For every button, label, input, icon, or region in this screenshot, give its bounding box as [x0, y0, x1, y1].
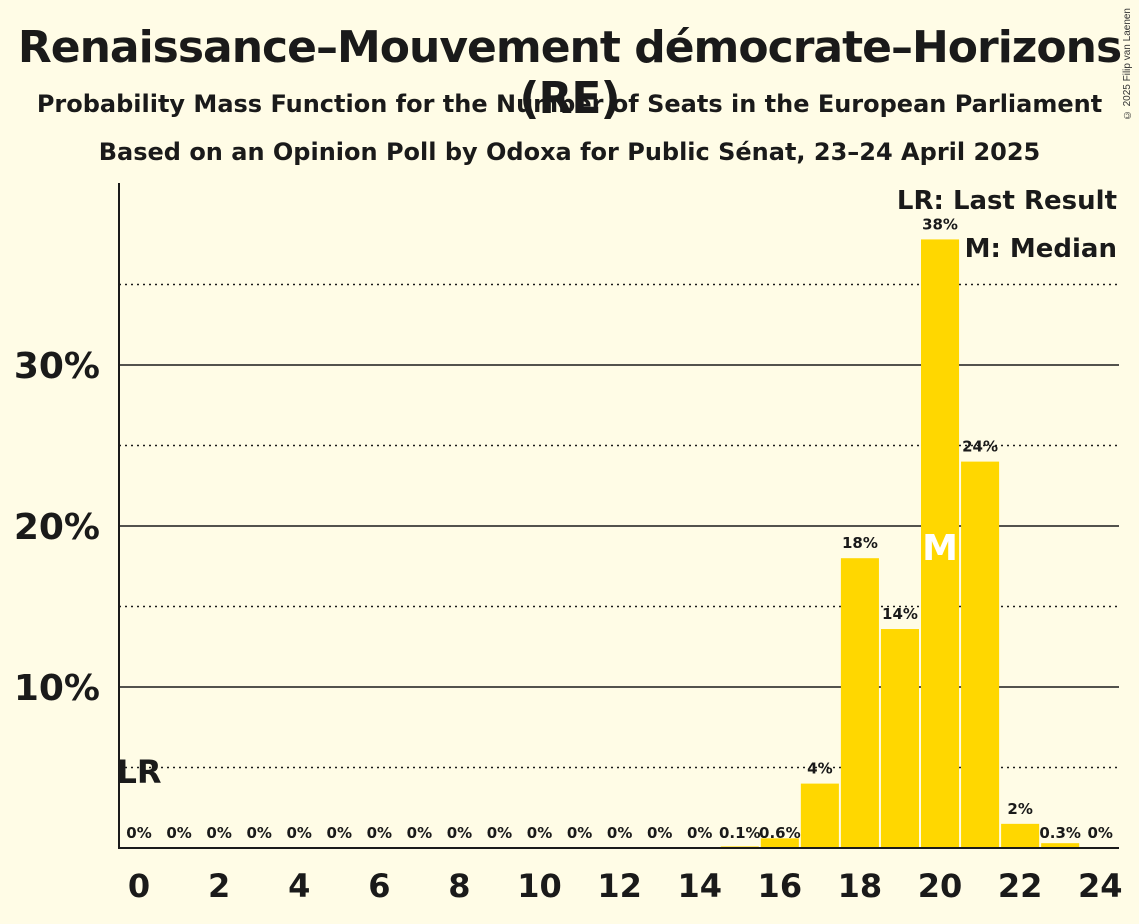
- bar-value-label: 14%: [882, 605, 918, 623]
- legend-median: M: Median: [965, 234, 1117, 264]
- x-tick-label: 6: [368, 867, 390, 905]
- bar-value-label: 0%: [367, 824, 392, 842]
- bar-seat-23: [1041, 843, 1080, 848]
- x-tick-label: 2: [208, 867, 230, 905]
- x-tick-label: 4: [288, 867, 310, 905]
- bar-value-label: 4%: [807, 760, 832, 778]
- bar-value-label: 0%: [527, 824, 552, 842]
- bar-value-label: 0%: [567, 824, 592, 842]
- y-tick-label: 30%: [14, 346, 100, 387]
- bar-seat-16: [760, 838, 799, 848]
- bar-value-label: 0%: [687, 824, 712, 842]
- median-marker: M: [922, 528, 958, 569]
- bar-seat-22: [1001, 823, 1040, 848]
- x-tick-label: 0: [128, 867, 150, 905]
- x-tick-label: 24: [1078, 867, 1123, 905]
- legend-last-result: LR: Last Result: [897, 186, 1117, 216]
- x-tick-label: 8: [448, 867, 470, 905]
- bar-value-label: 0%: [1087, 824, 1112, 842]
- x-tick-label: 20: [918, 867, 963, 905]
- bar-value-label: 0%: [327, 824, 352, 842]
- bar-value-label: 38%: [922, 215, 958, 233]
- last-result-marker: LR: [117, 753, 162, 791]
- bar-value-label: 0.3%: [1039, 824, 1081, 842]
- bar-value-label: 0%: [647, 824, 672, 842]
- bar-seat-19: [880, 629, 919, 848]
- bar-value-label: 0%: [286, 824, 311, 842]
- x-tick-label: 18: [838, 867, 883, 905]
- y-tick-label: 10%: [14, 668, 100, 709]
- bar-value-label: 0.1%: [719, 824, 761, 842]
- x-tick-label: 12: [597, 867, 642, 905]
- y-tick-label: 20%: [14, 507, 100, 548]
- bar-seat-17: [800, 783, 839, 848]
- bar-value-label: 0%: [206, 824, 231, 842]
- x-tick-label: 16: [758, 867, 803, 905]
- x-tick-label: 22: [998, 867, 1043, 905]
- bar-value-label: 18%: [842, 534, 878, 552]
- chart-title: Renaissance–Mouvement démocrate–Horizons…: [17, 22, 1122, 124]
- bar-value-label: 0%: [607, 824, 632, 842]
- bar-value-label: 0%: [126, 824, 151, 842]
- legend: LR: Last Result M: Median: [897, 186, 1117, 264]
- bar-value-label: 24%: [962, 438, 998, 456]
- x-tick-label: 10: [517, 867, 562, 905]
- bar-seat-20: [921, 239, 960, 849]
- chart-subtitle: Probability Mass Function for the Number…: [36, 90, 1103, 118]
- markers: M LR: [117, 528, 958, 791]
- bar-value-label: 0%: [407, 824, 432, 842]
- axes: 10%20%30%0 2 4 6 8 10 12 14 16 18 20 22 24: [14, 183, 1123, 905]
- bar-value-label: 0%: [166, 824, 191, 842]
- chart-source: Based on an Opinion Poll by Odoxa for Pu…: [98, 138, 1041, 166]
- bar-value-label: 0.6%: [759, 824, 801, 842]
- bar-seat-18: [840, 558, 879, 848]
- bar-value-label: 0%: [246, 824, 271, 842]
- x-tick-label: 14: [677, 867, 722, 905]
- bars: [720, 239, 1080, 849]
- bar-labels: 0% 0% 0% 0% 0% 0% 0% 0% 0% 0% 0% 0% 0% 0% 0% 0.1%0.6% 4%…: [126, 215, 1113, 842]
- bar-value-label: 0%: [487, 824, 512, 842]
- bar-value-label: 0%: [447, 824, 472, 842]
- bar-seat-21: [961, 461, 1000, 848]
- bar-value-label: 2%: [1007, 800, 1032, 818]
